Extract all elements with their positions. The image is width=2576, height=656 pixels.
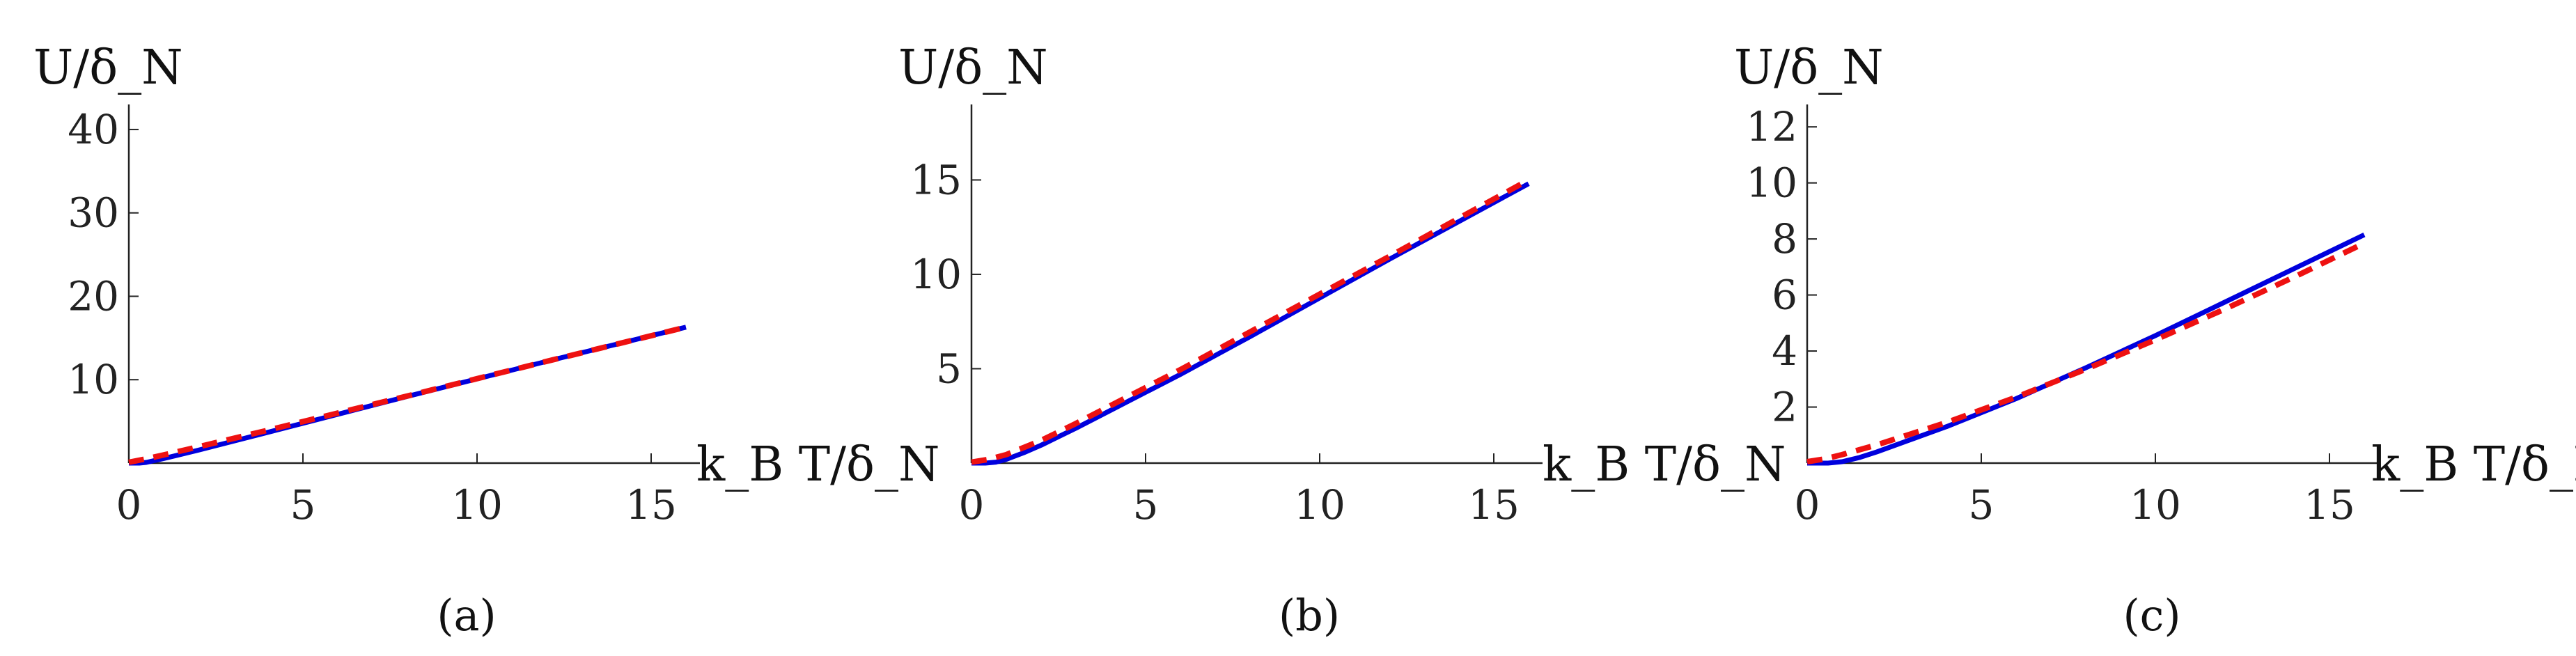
solid-curve-c xyxy=(1807,232,2366,466)
y-tick-label: 20 xyxy=(68,272,119,320)
y-axis-title-b: U/δ_N xyxy=(898,40,1048,95)
y-tick-label: 5 xyxy=(936,345,962,392)
plot-a: 0 5 10 15 10 20 30 40 xyxy=(68,104,700,529)
panel-a: 0 5 10 15 10 20 30 40 U/δ_N k_B T/δ_N (a) xyxy=(33,40,940,641)
x-tick-label: 10 xyxy=(1294,481,1345,529)
x-tick-label: 10 xyxy=(451,481,503,529)
plot-b: 0 5 10 15 5 10 15 xyxy=(910,104,1543,529)
x-axis-title-b: k_B T/δ_N xyxy=(1543,437,1786,492)
panel-label-c: (c) xyxy=(2123,590,2180,641)
y-tick-label: 12 xyxy=(1746,103,1797,150)
y-tick-label: 8 xyxy=(1772,215,1797,263)
panel-b: 0 5 10 15 5 10 15 U/δ_N k_B T/δ_N (b) xyxy=(898,40,1786,641)
y-tick-label: 40 xyxy=(68,106,119,153)
x-tick-label: 10 xyxy=(2130,481,2181,529)
x-tick-label: 0 xyxy=(116,481,142,529)
x-tick-label: 15 xyxy=(1468,481,1520,529)
y-tick-label: 2 xyxy=(1772,384,1797,431)
x-tick-label: 5 xyxy=(1133,481,1159,529)
y-tick-label: 6 xyxy=(1772,272,1797,319)
x-tick-label: 15 xyxy=(625,481,677,529)
y-tick-label: 10 xyxy=(910,251,962,298)
dashed-curve-c xyxy=(1806,240,2366,464)
panel-c: 0 5 10 15 2 4 6 8 10 12 U/δ_N k_B T/δ_N (c) xyxy=(1734,40,2576,641)
panel-label-a: (a) xyxy=(437,590,496,641)
y-tick-label: 15 xyxy=(910,156,962,203)
x-tick-label: 15 xyxy=(2304,481,2355,529)
y-axis-title-a: U/δ_N xyxy=(33,40,183,95)
x-axis-title-a: k_B T/δ_N xyxy=(696,437,940,492)
panel-label-b: (b) xyxy=(1279,590,1340,641)
solid-curve-b xyxy=(971,181,1530,466)
y-tick-label: 4 xyxy=(1772,327,1797,375)
x-axis-title-c: k_B T/δ_N xyxy=(2371,437,2576,492)
dashed-curve-a xyxy=(128,324,687,465)
y-tick-label: 10 xyxy=(1746,159,1797,207)
dashed-curve-b xyxy=(971,177,1530,465)
y-tick-label: 10 xyxy=(68,356,119,403)
x-tick-label: 5 xyxy=(290,481,316,529)
x-tick-label: 5 xyxy=(1969,481,1995,529)
y-tick-label: 30 xyxy=(68,189,119,237)
x-tick-label: 0 xyxy=(1795,481,1820,529)
y-axis-title-c: U/δ_N xyxy=(1734,40,1884,95)
plot-c: 0 5 10 15 2 4 6 8 10 12 xyxy=(1746,103,2378,529)
x-tick-label: 0 xyxy=(959,481,985,529)
